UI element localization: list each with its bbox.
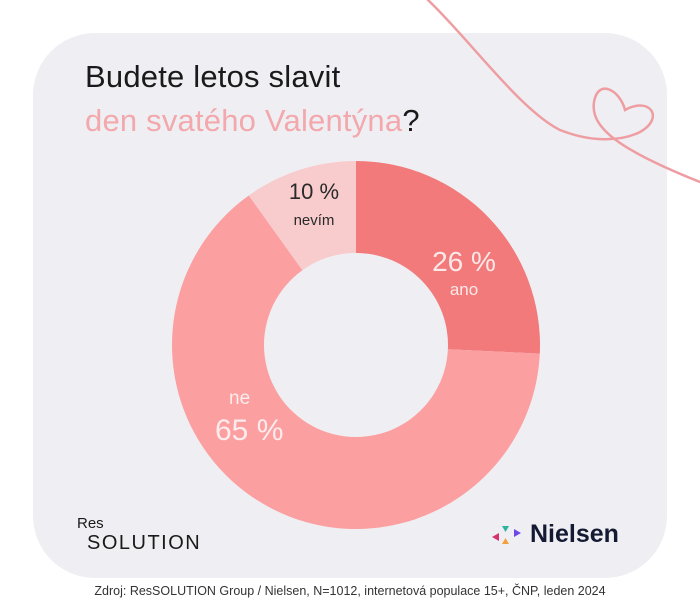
nevim-percent: 10 % [288,179,340,204]
ano-percent: 26 % [432,246,496,277]
ressolution-logo: Res SOLUTION [77,515,202,555]
title-line-1: Budete letos slavit [85,59,341,94]
title-question-mark: ? [402,103,420,138]
slice-label-ano: 26 % ano [418,246,510,302]
ne-percent: 65 % [215,414,284,447]
slice-label-nevim: 10 % nevím [276,178,352,236]
ano-name: ano [449,280,479,299]
donut-slice-nevím [248,161,356,271]
donut-slice-ano [356,161,540,354]
nielsen-triangles-icon [492,525,521,544]
ressolution-logo-solution: SOLUTION [87,532,202,554]
nevim-name: nevím [293,212,335,229]
heart-icon [426,0,700,184]
donut-slice-ne [171,195,540,530]
nielsen-wordmark: Nielsen [530,520,619,548]
ne-name: ne [229,388,251,409]
chart-title: Budete letos slavit den svatého Valentýn… [85,55,420,143]
ressolution-logo-res: Res [77,515,104,532]
source-note: Zdroj: ResSOLUTION Group / Nielsen, N=10… [94,584,606,598]
nielsen-logo: Nielsen [490,520,619,549]
slice-label-ne: ne 65 % [205,386,309,450]
title-line-2: den svatého Valentýna [85,103,403,138]
